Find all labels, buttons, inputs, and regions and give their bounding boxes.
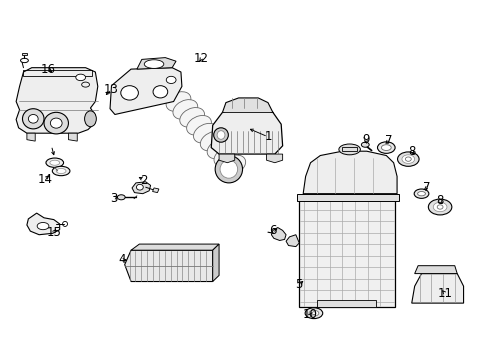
Ellipse shape (338, 144, 360, 155)
Ellipse shape (84, 111, 96, 127)
Ellipse shape (180, 108, 204, 127)
Bar (342, 147, 356, 151)
Text: 6: 6 (268, 224, 276, 237)
Text: 7: 7 (384, 134, 392, 147)
Polygon shape (16, 68, 98, 133)
Polygon shape (110, 68, 182, 114)
Text: 16: 16 (41, 63, 55, 76)
Ellipse shape (117, 195, 125, 200)
Polygon shape (124, 250, 212, 282)
Ellipse shape (221, 155, 245, 175)
Ellipse shape (417, 192, 425, 196)
Text: 10: 10 (302, 309, 317, 321)
Ellipse shape (200, 131, 224, 151)
Text: 3: 3 (109, 192, 117, 204)
Ellipse shape (144, 60, 163, 68)
Text: 14: 14 (38, 173, 52, 186)
Ellipse shape (217, 131, 224, 139)
Polygon shape (222, 98, 272, 112)
Polygon shape (266, 154, 282, 163)
Ellipse shape (220, 160, 237, 178)
Text: 2: 2 (140, 174, 148, 186)
Polygon shape (303, 151, 396, 194)
Ellipse shape (377, 142, 394, 153)
Ellipse shape (76, 74, 85, 81)
Ellipse shape (46, 158, 63, 167)
Bar (316, 300, 375, 307)
Ellipse shape (52, 166, 70, 176)
Ellipse shape (427, 199, 451, 215)
Ellipse shape (166, 92, 190, 111)
Ellipse shape (381, 145, 390, 150)
Bar (21, 53, 27, 55)
Text: 5: 5 (295, 278, 303, 291)
Ellipse shape (405, 157, 410, 161)
Bar (299, 199, 394, 307)
Ellipse shape (173, 100, 197, 119)
Ellipse shape (44, 112, 68, 134)
Text: 15: 15 (46, 226, 61, 239)
Text: 13: 13 (104, 83, 119, 96)
Ellipse shape (413, 189, 428, 198)
Polygon shape (211, 107, 282, 154)
Text: 12: 12 (194, 52, 208, 65)
Ellipse shape (215, 156, 242, 183)
Ellipse shape (193, 123, 218, 143)
Text: 7: 7 (422, 181, 429, 194)
Polygon shape (271, 228, 285, 240)
Polygon shape (27, 133, 35, 141)
Ellipse shape (397, 152, 418, 166)
Ellipse shape (121, 86, 138, 100)
Ellipse shape (136, 184, 143, 190)
Ellipse shape (50, 118, 62, 128)
Bar (23, 70, 92, 76)
Polygon shape (131, 244, 219, 250)
Polygon shape (27, 213, 60, 235)
Polygon shape (137, 58, 176, 69)
Ellipse shape (432, 202, 446, 212)
Ellipse shape (56, 168, 66, 174)
Ellipse shape (308, 310, 318, 316)
Polygon shape (68, 133, 77, 141)
Text: 8: 8 (435, 194, 443, 207)
Polygon shape (219, 154, 234, 163)
Ellipse shape (50, 160, 60, 165)
Text: 9: 9 (361, 133, 369, 146)
Bar (297, 194, 398, 201)
Text: 4: 4 (118, 253, 126, 266)
Ellipse shape (436, 205, 442, 209)
Polygon shape (152, 188, 159, 193)
Ellipse shape (214, 147, 238, 167)
Polygon shape (212, 244, 219, 282)
Ellipse shape (213, 128, 228, 142)
Text: 11: 11 (437, 287, 451, 300)
Ellipse shape (28, 114, 38, 123)
Ellipse shape (361, 142, 368, 147)
Ellipse shape (37, 222, 49, 230)
Ellipse shape (186, 116, 211, 135)
Ellipse shape (305, 308, 322, 319)
Polygon shape (411, 274, 463, 303)
Ellipse shape (20, 58, 28, 63)
Text: 8: 8 (407, 145, 415, 158)
Text: 1: 1 (264, 130, 271, 143)
Polygon shape (132, 182, 150, 194)
Polygon shape (414, 266, 456, 274)
Ellipse shape (207, 139, 231, 159)
Ellipse shape (153, 86, 167, 98)
Polygon shape (285, 235, 299, 247)
Ellipse shape (22, 109, 44, 129)
Ellipse shape (166, 76, 176, 84)
Ellipse shape (401, 155, 414, 163)
